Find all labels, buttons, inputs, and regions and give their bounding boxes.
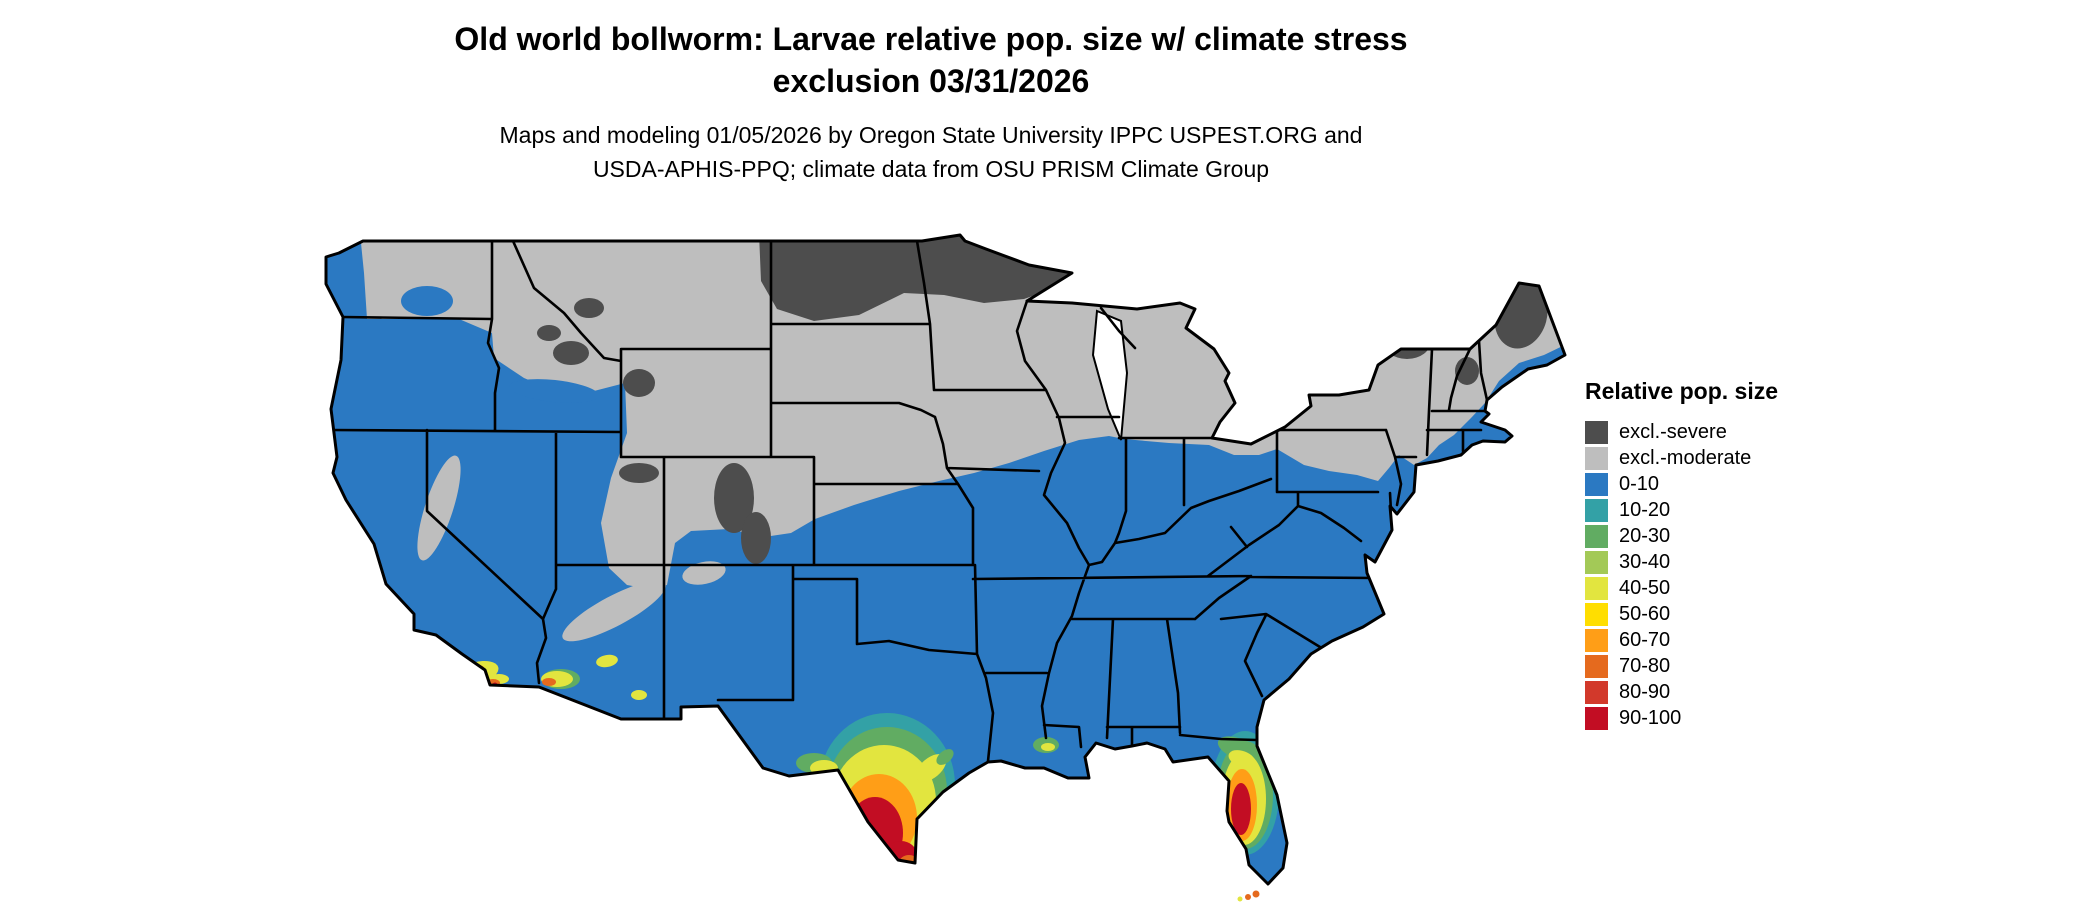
- legend-label: 90-100: [1619, 707, 1682, 729]
- snake-plain-blue: [509, 379, 599, 403]
- legend-swatch: [1585, 446, 1608, 470]
- legend-title: Relative pop. size: [1585, 378, 1779, 404]
- excl-severe-adirondacks: [1383, 323, 1431, 359]
- map-title-line2: exclusion 03/31/2026: [772, 63, 1090, 99]
- legend-items: excl.-severe excl.-moderate 0-10 10-20 20-30…: [1585, 419, 1885, 731]
- map-title: Old world bollworm: Larvae relative pop.…: [0, 18, 1862, 102]
- legend-swatch: [1585, 576, 1608, 600]
- legend-item: 10-20: [1585, 497, 1885, 523]
- legend-swatch: [1585, 550, 1608, 574]
- legend-item: 20-30: [1585, 523, 1885, 549]
- legend-item: 70-80: [1585, 653, 1885, 679]
- excl-moderate-mogollon: [562, 580, 666, 642]
- legend-swatch: [1585, 654, 1608, 678]
- legend-item: 60-70: [1585, 627, 1885, 653]
- legend-swatch: [1585, 524, 1608, 548]
- legend-item: excl.-severe: [1585, 419, 1885, 445]
- lake-michigan: [1091, 309, 1129, 441]
- legend-swatch: [1585, 680, 1608, 704]
- us-map: [324, 233, 1567, 902]
- excl-moderate-nm: [682, 561, 726, 585]
- excl-moderate-sierra: [417, 455, 461, 561]
- map-fill-layers: [326, 235, 1565, 884]
- excl-severe-sawtooth: [553, 341, 589, 365]
- legend-item: 80-90: [1585, 679, 1885, 705]
- legend-swatch: [1585, 602, 1608, 626]
- legend-label: 10-20: [1619, 499, 1671, 521]
- columbia-basin-blue: [401, 286, 453, 316]
- hotspot-florida: [1211, 731, 1279, 855]
- legend-label: 40-50: [1619, 577, 1671, 599]
- legend-label: excl.-moderate: [1619, 447, 1752, 469]
- legend-swatch: [1585, 498, 1608, 522]
- florida-keys-dots: [1237, 890, 1260, 902]
- excl-severe-mt2: [537, 325, 561, 341]
- excl-severe-mt1: [574, 298, 604, 318]
- legend-label: 70-80: [1619, 655, 1671, 677]
- excl-severe-whitemtns: [1455, 357, 1479, 385]
- legend-item: 0-10: [1585, 471, 1885, 497]
- excl-severe-uinta: [619, 463, 659, 483]
- legend-swatch: [1585, 472, 1608, 496]
- legend-label: 30-40: [1619, 551, 1671, 573]
- map-title-line1: Old world bollworm: Larvae relative pop.…: [454, 21, 1408, 57]
- legend-label: 80-90: [1619, 681, 1671, 703]
- excl-severe-yellowstone: [623, 369, 655, 397]
- legend-item: 50-60: [1585, 601, 1885, 627]
- excl-severe-co-rockies1: [714, 463, 754, 533]
- legend-label: 0-10: [1619, 473, 1660, 495]
- legend: Relative pop. size excl.-severe excl.-mod…: [1585, 378, 1885, 731]
- legend-label: 60-70: [1619, 629, 1671, 651]
- legend-label: 50-60: [1619, 603, 1671, 625]
- legend-label: excl.-severe: [1619, 421, 1727, 443]
- legend-swatch: [1585, 706, 1608, 730]
- map-subtitle: Maps and modeling 01/05/2026 by Oregon S…: [0, 118, 1862, 186]
- hotspot-louisiana-coast: [1033, 737, 1059, 753]
- legend-label: 20-30: [1619, 525, 1671, 547]
- excl-severe-co-rockies2: [741, 512, 771, 564]
- legend-swatch: [1585, 628, 1608, 652]
- legend-swatch: [1585, 420, 1608, 444]
- state-borders: [329, 239, 1489, 763]
- legend-item: excl.-moderate: [1585, 445, 1885, 471]
- map-subtitle-line1: Maps and modeling 01/05/2026 by Oregon S…: [499, 122, 1363, 148]
- legend-item: 40-50: [1585, 575, 1885, 601]
- legend-item: 30-40: [1585, 549, 1885, 575]
- legend-item: 90-100: [1585, 705, 1885, 731]
- map-subtitle-line2: USDA-APHIS-PPQ; climate data from OSU PR…: [592, 156, 1270, 182]
- us-map-container: [309, 233, 1569, 903]
